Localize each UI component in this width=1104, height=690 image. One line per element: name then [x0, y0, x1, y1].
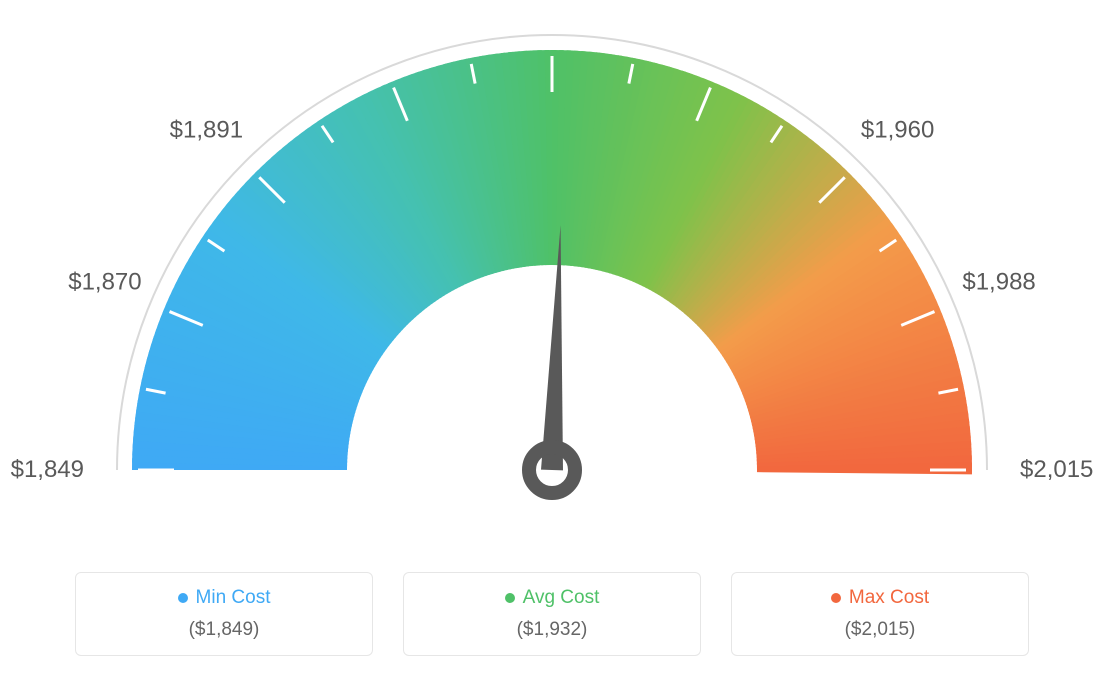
- gauge-chart-container: $1,849 $1,870 $1,891 $1,932 $1,960 $1,988 $2,0…: [0, 0, 1104, 690]
- legend-card: Max Cost ($2,015): [731, 572, 1029, 656]
- legend-card: Avg Cost ($1,932): [403, 572, 701, 656]
- gauge-tick-label: $2,015: [1020, 456, 1093, 484]
- gauge-tick-label: $1,960: [861, 117, 934, 145]
- legend-value-text: ($2,015): [845, 619, 916, 641]
- legend-title: Min Cost: [178, 587, 271, 609]
- gauge-tick-label: $1,870: [68, 268, 141, 296]
- legend-card: Min Cost ($1,849): [75, 572, 373, 656]
- legend-label-text: Min Cost: [196, 587, 271, 609]
- legend-title: Avg Cost: [505, 587, 600, 609]
- legend-value-text: ($1,932): [517, 619, 588, 641]
- gauge-svg: [0, 0, 1104, 560]
- gauge-svg-wrapper: [0, 0, 1104, 565]
- gauge-tick-label: $1,849: [11, 456, 84, 484]
- gauge-tick-label: $1,891: [170, 117, 243, 145]
- legend-value-text: ($1,849): [189, 619, 260, 641]
- gauge-tick-label: $1,932: [515, 0, 588, 2]
- gauge-tick-label: $1,988: [962, 268, 1035, 296]
- legend-dot-icon: [831, 593, 841, 603]
- legend-dot-icon: [505, 593, 515, 603]
- legend-label-text: Max Cost: [849, 587, 929, 609]
- legend-row: Min Cost ($1,849) Avg Cost ($1,932) Max Cost…: [75, 572, 1029, 656]
- legend-dot-icon: [178, 593, 188, 603]
- legend-label-text: Avg Cost: [523, 587, 600, 609]
- legend-title: Max Cost: [831, 587, 929, 609]
